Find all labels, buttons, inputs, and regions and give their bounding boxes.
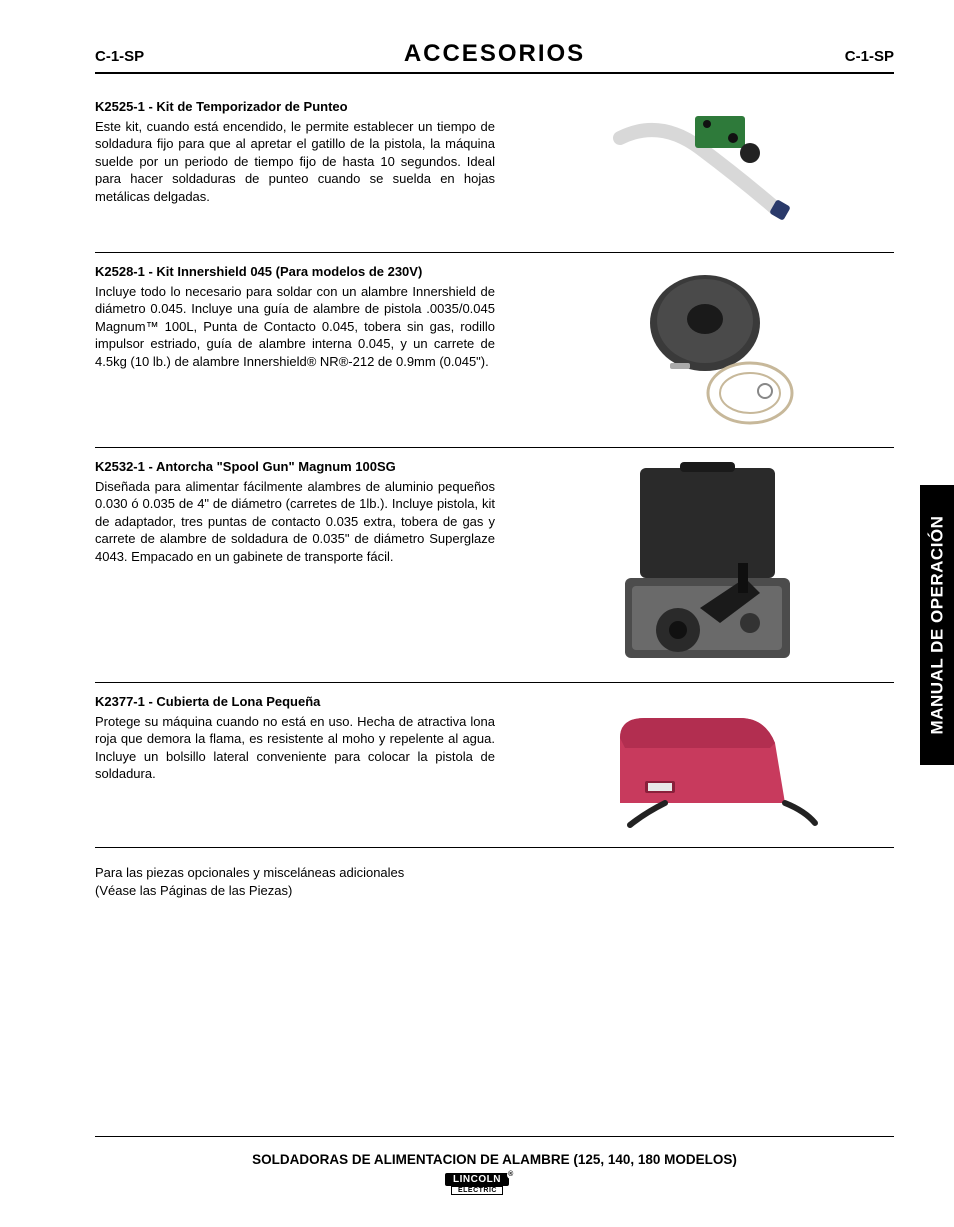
timer-kit-icon bbox=[600, 98, 810, 238]
accessory-image bbox=[515, 693, 894, 833]
wire-spool-icon bbox=[610, 263, 800, 433]
accessory-body: Diseñada para alimentar fácilmente alamb… bbox=[95, 478, 495, 566]
footer-note-line2: (Véase las Páginas de las Piezas) bbox=[95, 882, 495, 900]
accessory-title: K2525-1 - Kit de Temporizador de Punteo bbox=[95, 98, 495, 116]
accessory-text: K2532-1 - Antorcha "Spool Gun" Magnum 10… bbox=[95, 458, 495, 668]
accessory-image bbox=[515, 263, 894, 433]
accessory-text: K2377-1 - Cubierta de Lona Pequeña Prote… bbox=[95, 693, 495, 833]
accessory-section: K2377-1 - Cubierta de Lona Pequeña Prote… bbox=[95, 683, 894, 848]
registered-icon: ® bbox=[507, 1171, 515, 1179]
footer-note-line1: Para las piezas opcionales y misceláneas… bbox=[95, 864, 495, 882]
header-code-left: C-1-SP bbox=[95, 48, 144, 65]
brand-logo-bottom: ELECTRIC bbox=[451, 1186, 503, 1195]
accessory-section: K2525-1 - Kit de Temporizador de Punteo … bbox=[95, 88, 894, 253]
canvas-cover-icon bbox=[590, 693, 820, 833]
accessory-text: K2525-1 - Kit de Temporizador de Punteo … bbox=[95, 98, 495, 238]
accessory-body: Protege su máquina cuando no está en uso… bbox=[95, 713, 495, 783]
accessory-image bbox=[515, 458, 894, 668]
header-code-right: C-1-SP bbox=[845, 48, 894, 65]
footer-rule bbox=[95, 1136, 894, 1137]
accessory-text: K2528-1 - Kit Innershield 045 (Para mode… bbox=[95, 263, 495, 433]
page-title: ACCESORIOS bbox=[404, 40, 585, 68]
accessory-section: K2528-1 - Kit Innershield 045 (Para mode… bbox=[95, 253, 894, 448]
accessory-title: K2528-1 - Kit Innershield 045 (Para mode… bbox=[95, 263, 495, 281]
brand-logo: LINCOLN ® ELECTRIC bbox=[0, 1173, 954, 1195]
page-header: C-1-SP ACCESORIOS C-1-SP bbox=[95, 40, 894, 74]
accessory-body: Incluye todo lo necesario para soldar co… bbox=[95, 283, 495, 371]
spool-gun-case-icon bbox=[600, 458, 810, 668]
accessory-section: K2532-1 - Antorcha "Spool Gun" Magnum 10… bbox=[95, 448, 894, 683]
accessory-image bbox=[515, 98, 894, 238]
brand-logo-top: LINCOLN ® bbox=[445, 1173, 509, 1186]
accessory-title: K2377-1 - Cubierta de Lona Pequeña bbox=[95, 693, 495, 711]
accessory-body: Este kit, cuando está encendido, le perm… bbox=[95, 118, 495, 206]
page-container: C-1-SP ACCESORIOS C-1-SP K2525-1 - Kit d… bbox=[0, 0, 954, 1227]
footer-note: Para las piezas opcionales y misceláneas… bbox=[95, 864, 495, 899]
accessory-title: K2532-1 - Antorcha "Spool Gun" Magnum 10… bbox=[95, 458, 495, 476]
footer-line: SOLDADORAS DE ALIMENTACION DE ALAMBRE (1… bbox=[95, 1152, 894, 1167]
